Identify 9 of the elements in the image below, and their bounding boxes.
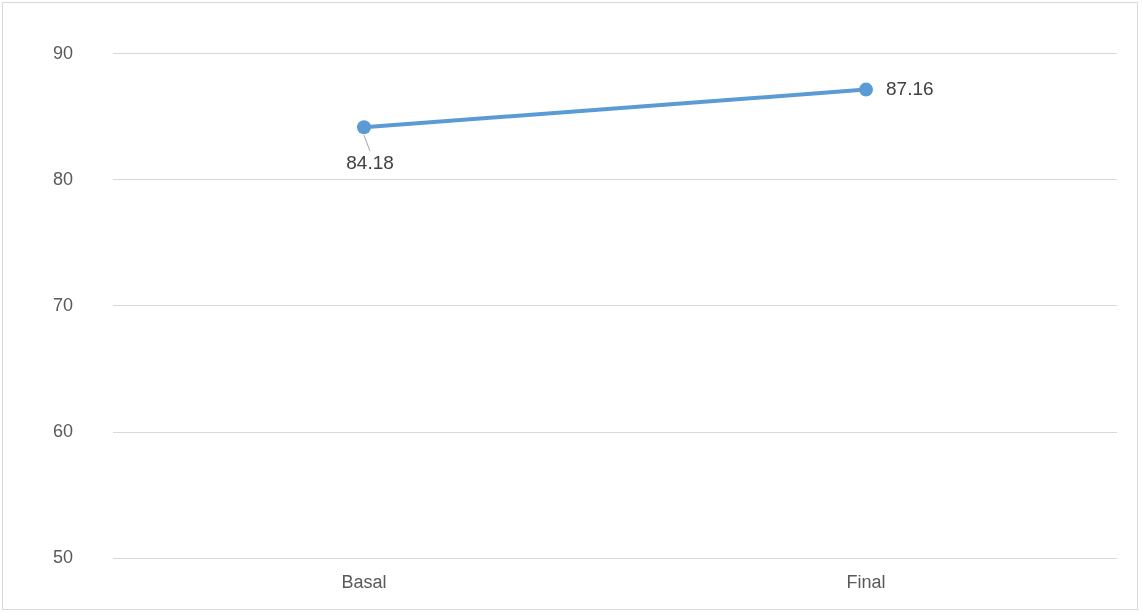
y-tick-label: 60 (52, 421, 74, 442)
y-tick-label: 50 (52, 547, 74, 568)
data-label: 87.16 (886, 77, 934, 99)
y-tick-label: 80 (52, 168, 74, 189)
y-tick-label: 90 (52, 42, 74, 63)
data-label: 84.18 (346, 151, 394, 173)
x-tick-label: Basal (341, 571, 387, 592)
y-tick-label: 70 (52, 294, 74, 315)
x-tick-label: Final (846, 571, 886, 592)
